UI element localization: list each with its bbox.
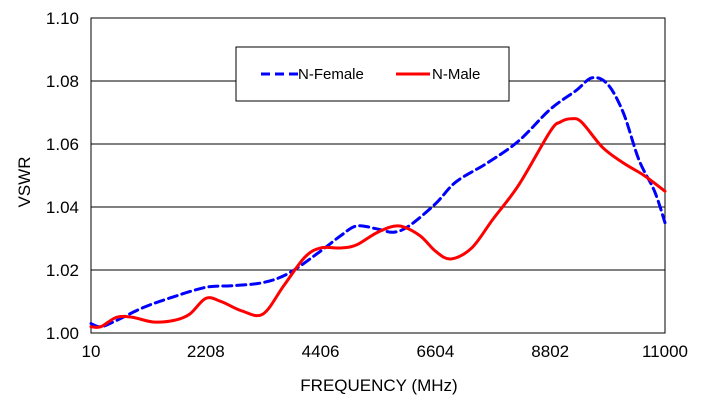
legend-label-n-male: N-Male <box>432 66 480 83</box>
x-tick-label: 6604 <box>416 342 454 361</box>
x-axis-title: FREQUENCY (MHz) <box>300 376 457 395</box>
x-tick-label: 4406 <box>302 342 340 361</box>
legend-label-n-female: N-Female <box>298 66 364 83</box>
series-group <box>89 76 667 329</box>
legend: N-Female N-Male <box>235 46 510 102</box>
y-axis-title: VSWR <box>15 157 34 208</box>
x-tick-label: 2208 <box>187 342 225 361</box>
y-tick-label: 1.02 <box>46 261 79 280</box>
series-line-n-male <box>89 117 667 329</box>
y-tick-label: 1.00 <box>46 324 79 343</box>
series-line-n-female <box>89 76 667 329</box>
plot-area <box>90 17 666 334</box>
y-tick-label: 1.08 <box>46 72 79 91</box>
x-tick-label: 8802 <box>531 342 569 361</box>
x-tick-label: 10 <box>82 342 101 361</box>
y-tick-label: 1.10 <box>46 9 79 28</box>
x-tick-label: 11000 <box>642 342 688 361</box>
y-tick-label: 1.04 <box>46 198 79 217</box>
tick-labels: 1.00 1.02 1.04 1.06 1.08 1.10 10 2208 4406 6604 88… <box>46 9 688 361</box>
y-tick-label: 1.06 <box>46 135 79 154</box>
